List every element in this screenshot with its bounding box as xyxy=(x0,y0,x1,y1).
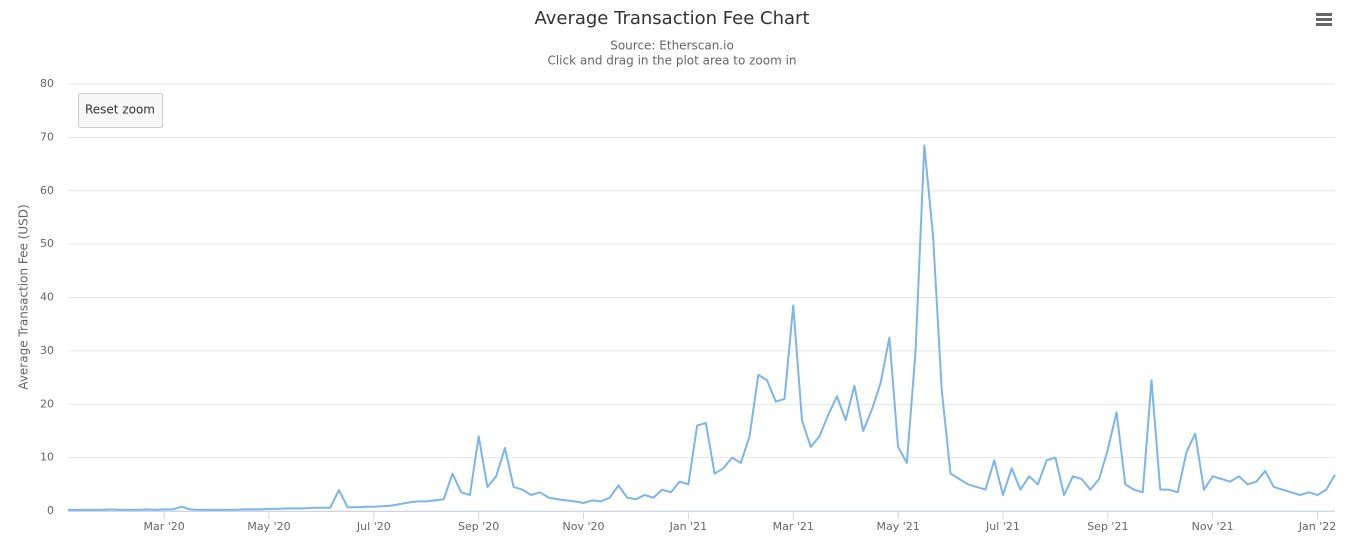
menu-bar xyxy=(1316,13,1332,16)
y-tick-label: 40 xyxy=(40,291,54,304)
button-label[interactable]: Reset zoom xyxy=(85,103,155,117)
x-tick-label: Jan '21 xyxy=(669,520,707,533)
x-tick-label: Jul '20 xyxy=(356,520,391,533)
menu-button[interactable] xyxy=(1310,8,1338,30)
x-tick-label: Sep '21 xyxy=(1087,520,1128,533)
y-tick-label: 20 xyxy=(40,397,54,410)
y-tick-label: 0 xyxy=(47,504,54,517)
fee-line xyxy=(68,144,1336,511)
menu-bar xyxy=(1316,18,1332,21)
chart-title: Average Transaction Fee Chart xyxy=(534,8,809,29)
y-tick-label: 80 xyxy=(40,77,54,90)
plot-area: 0 10 20 30 40 50 60 70 80 Mar '20 May '20 Jul '20 Se… xyxy=(40,77,1336,533)
x-tick-label: May '21 xyxy=(876,520,919,533)
button-box[interactable] xyxy=(78,93,163,128)
x-tick-label: Nov '20 xyxy=(563,520,605,533)
x-tick-label: Nov '21 xyxy=(1192,520,1234,533)
y-tick-label: 30 xyxy=(40,344,54,357)
y-tick-label: 10 xyxy=(40,451,54,464)
x-tick-label: May '20 xyxy=(247,520,290,533)
menu-bar xyxy=(1316,23,1332,26)
x-tick-label: Jan '22 xyxy=(1298,520,1336,533)
chart-note: Click and drag in the plot area to zoom … xyxy=(547,54,796,68)
y-tick-label: 70 xyxy=(40,130,54,143)
y-tick-label: 60 xyxy=(40,184,54,197)
y-tick-label: 50 xyxy=(40,237,54,250)
reset-zoom-button[interactable]: Reset zoom xyxy=(78,93,163,128)
y-axis-label: Average Transaction Fee (USD) xyxy=(17,204,31,389)
x-tick-label: Mar '20 xyxy=(143,520,184,533)
x-tick-label: Sep '20 xyxy=(458,520,499,533)
x-tick-label: Jul '21 xyxy=(985,520,1020,533)
chart-subtitle: Source: Etherscan.io xyxy=(610,39,734,53)
x-tick-label: Mar '21 xyxy=(773,520,814,533)
